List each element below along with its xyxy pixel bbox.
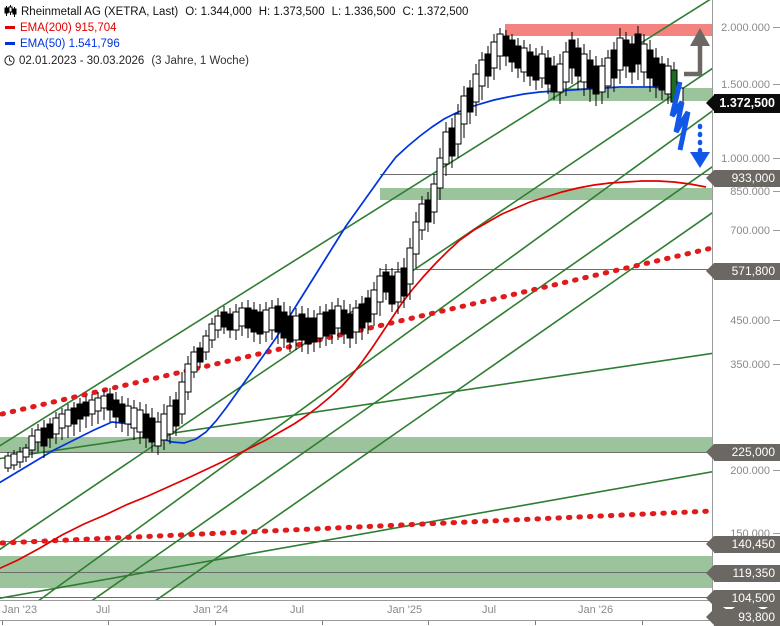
- date-tick-0: [2, 621, 3, 625]
- chart-canvas: [0, 0, 712, 600]
- bullish-arrow-tail: [684, 46, 703, 77]
- tag-pointer: [706, 170, 714, 186]
- axis-tick-450000: 450.000: [730, 316, 780, 327]
- horizontal-levels: [0, 174, 712, 598]
- axis-tick-mark: [773, 191, 780, 192]
- bullish-arrowhead: [690, 28, 710, 46]
- price-tag-225000[interactable]: 225,000: [706, 444, 780, 461]
- candlestick-series: [4, 26, 684, 472]
- trendline-flat-lower: [0, 470, 712, 600]
- axis-tick-label: 700.000: [730, 225, 770, 237]
- tag-pointer: [706, 536, 714, 552]
- bullish-arrow-annotation[interactable]: [684, 28, 710, 77]
- axis-tick-label: 150.000: [730, 528, 770, 540]
- forecast-zigzag-annotation[interactable]: [669, 81, 710, 168]
- date-label-4: Jan '25: [387, 604, 423, 616]
- current-price-tag[interactable]: 1.372,500: [706, 94, 780, 113]
- date-tick-6: [642, 621, 643, 625]
- price-axis-line: [712, 0, 713, 600]
- price-axis[interactable]: 2.000.000 1.500.000 1.000.000 850.000 700.00…: [712, 0, 780, 604]
- date-label-6: Jan '26: [578, 604, 614, 616]
- axis-tick-200000: 200.000: [730, 466, 780, 477]
- trendline-mid: [38, 110, 712, 600]
- tag-label: 933,000: [731, 171, 775, 185]
- date-tick-4: [428, 621, 429, 625]
- price-tag-93800[interactable]: 93,800: [706, 609, 780, 626]
- tag-label: 140,450: [731, 537, 775, 551]
- tag-pointer: [706, 609, 714, 625]
- date-tick-5: [535, 621, 536, 625]
- ema200-line: [0, 180, 707, 570]
- axis-tick-label: 200.000: [730, 465, 770, 477]
- axis-tick-mark: [773, 364, 780, 365]
- date-label-5: Jul: [482, 604, 497, 616]
- date-label-1: Jul: [96, 604, 111, 616]
- date-tick-3: [322, 621, 323, 625]
- date-tick-1: [108, 621, 109, 625]
- dotted-trend-lower: [0, 508, 712, 546]
- tag-label: 119,350: [732, 566, 776, 580]
- axis-tick-2000000: 2.000.000: [721, 23, 780, 34]
- axis-tick-label: 350.000: [730, 359, 770, 371]
- axis-tick-1500000: 1.500.000: [721, 80, 780, 91]
- axis-tick-mark: [773, 158, 780, 159]
- axis-tick-mark: [773, 320, 780, 321]
- tag-pointer: [706, 565, 714, 581]
- axis-tick-1000000: 1.000.000: [721, 154, 780, 165]
- axis-tick-label: 1.500.000: [721, 79, 770, 91]
- axis-tick-350000: 350.000: [730, 360, 780, 371]
- date-label-3: Jul: [290, 604, 305, 616]
- price-tag-933000[interactable]: 933,000: [706, 170, 780, 187]
- price-tag-140450[interactable]: 140,450: [706, 536, 780, 553]
- tag-label: 571,800: [731, 264, 775, 278]
- date-tick-2: [215, 621, 216, 625]
- trendline-flat-upper: [0, 352, 712, 460]
- forecast-arrowhead: [690, 152, 710, 168]
- trendline-lower-mid: [91, 166, 712, 600]
- date-axis[interactable]: Jan '23 Jul Jan '24 Jul Jan '25 Jul Jan '26: [0, 600, 780, 625]
- axis-tick-mark: [773, 470, 780, 471]
- tag-label: 104,500: [731, 591, 775, 605]
- date-axis-top-rule: [0, 600, 712, 601]
- tag-label: 225,000: [731, 445, 775, 459]
- forecast-zigzag-path: [669, 81, 691, 151]
- price-tag-104500[interactable]: 104,500: [706, 590, 780, 607]
- tag-label: 93,800: [738, 610, 775, 624]
- axis-tick-mark: [773, 533, 780, 534]
- axis-tick-mark: [773, 84, 780, 85]
- axis-tick-label: 850.000: [730, 186, 770, 198]
- price-tag-571800[interactable]: 571,800: [706, 263, 780, 280]
- price-tag-119350[interactable]: 119,350: [706, 565, 780, 582]
- dotted-trendlines: [0, 245, 712, 546]
- support-band-232000: [0, 437, 712, 453]
- tag-label: 1.372,500: [719, 96, 775, 110]
- dotted-trend-upper: [0, 245, 712, 417]
- axis-tick-150000: 150.000: [730, 529, 780, 540]
- axis-tick-700000: 700.000: [730, 226, 780, 237]
- ema50-line: [0, 86, 679, 484]
- date-axis-bottom-rule: [0, 620, 712, 621]
- axis-tick-label: 450.000: [730, 315, 770, 327]
- support-band-860000: [380, 188, 712, 200]
- tag-pointer: [706, 94, 715, 112]
- axis-tick-mark: [773, 230, 780, 231]
- trendline-lower: [155, 211, 712, 600]
- tag-pointer: [706, 263, 714, 279]
- axis-tick-mark: [773, 27, 780, 28]
- tag-pointer: [706, 590, 714, 606]
- axis-tick-850000: 850.000: [730, 187, 780, 198]
- chart-plot-area[interactable]: [0, 0, 712, 600]
- date-label-0: Jan '23: [2, 604, 38, 616]
- date-label-2: Jan '24: [193, 604, 229, 616]
- resistance-band-2000000: [505, 24, 712, 36]
- axis-tick-label: 1.000.000: [721, 153, 770, 165]
- tag-pointer: [706, 444, 714, 460]
- axis-tick-label: 2.000.000: [721, 22, 770, 34]
